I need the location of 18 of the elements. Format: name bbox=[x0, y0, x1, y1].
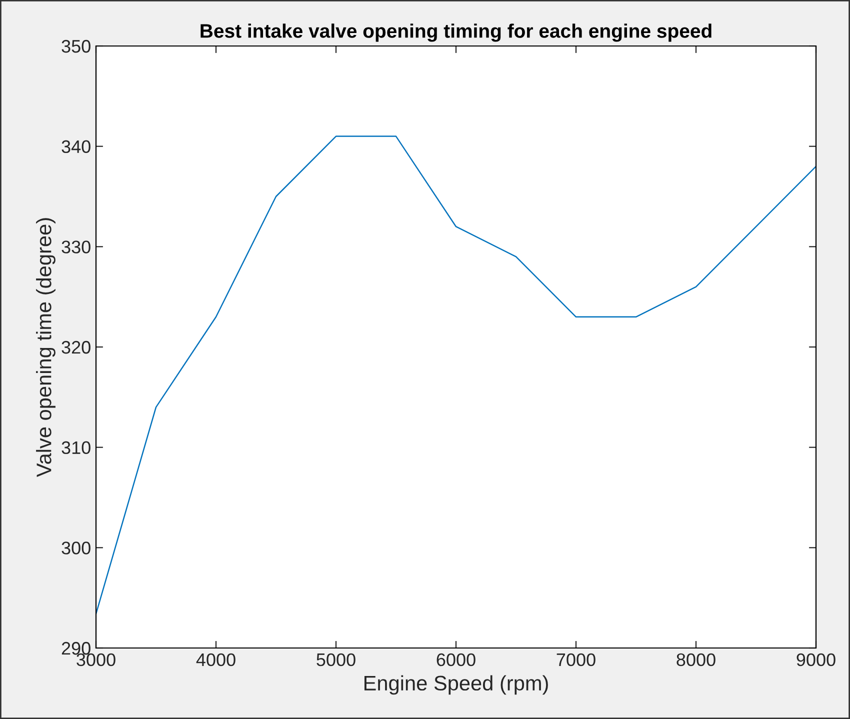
x-tick-label: 8000 bbox=[676, 653, 716, 666]
y-axis-title: Valve opening time (degree) bbox=[36, 218, 56, 477]
x-tick-label: 6000 bbox=[436, 653, 476, 666]
x-tick-label: 5000 bbox=[316, 653, 356, 666]
y-tick-label: 290 bbox=[62, 642, 90, 655]
y-tick-label: 350 bbox=[62, 40, 90, 53]
x-axis-title: Engine Speed (rpm) bbox=[364, 675, 548, 695]
y-tick-label: 320 bbox=[62, 340, 90, 354]
x-tick-label: 4000 bbox=[196, 653, 236, 666]
x-tick-label: 3000 bbox=[76, 653, 116, 666]
x-tick-label: 9000 bbox=[796, 653, 836, 666]
y-tick-label: 340 bbox=[62, 140, 90, 154]
chart-title: Best intake valve opening timing for each engine speed bbox=[200, 24, 712, 42]
y-tick-label: 330 bbox=[62, 240, 90, 254]
x-tick-label: 7000 bbox=[556, 653, 596, 666]
y-tick-label: 310 bbox=[62, 441, 90, 454]
y-tick-label: 300 bbox=[62, 542, 90, 554]
line-series bbox=[96, 136, 816, 615]
